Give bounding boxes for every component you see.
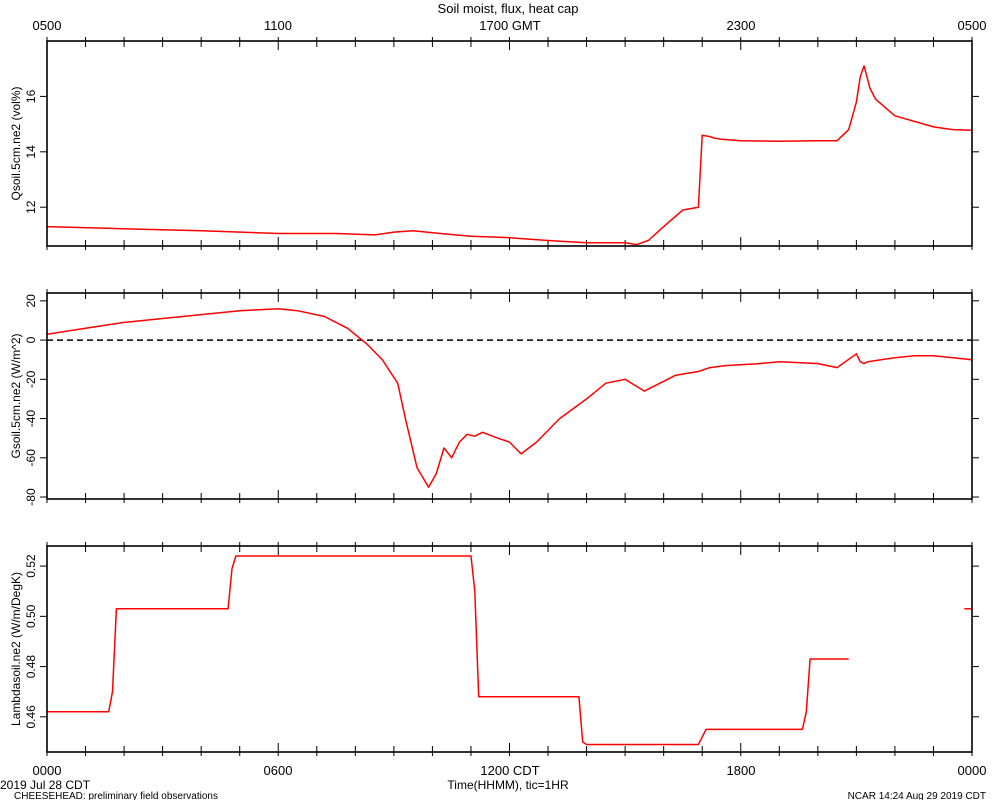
- y-tick-label: 12: [24, 200, 38, 214]
- top-axis-labels: 0500 1100 1700 GMT 2300 0500: [33, 18, 987, 33]
- y-tick-label: 20: [24, 294, 38, 308]
- series-line: [46, 307, 973, 488]
- bottom-tick-label: 1200 CDT: [480, 763, 539, 778]
- y-tick-label: 14: [24, 145, 38, 159]
- y-tick-label: 0: [24, 336, 38, 343]
- y-axis-label: Qsoil.5cm.ne2 (vol%): [9, 86, 23, 200]
- plot-frame: [46, 292, 973, 500]
- y-tick-label: -60: [24, 449, 38, 467]
- y-tick-label: 0.46: [24, 705, 38, 729]
- y-tick-label: 16: [24, 89, 38, 103]
- top-tick-label: 0500: [33, 18, 62, 33]
- top-tick-label: 0500: [958, 18, 987, 33]
- bottom-tick-label: 0000: [958, 763, 987, 778]
- y-axis-label: Lambdasoil.ne2 (W/m/DegK): [9, 572, 23, 726]
- top-tick-label: 1100: [264, 18, 292, 33]
- series-line: [46, 65, 973, 246]
- bottom-axis-labels: 0000 0600 1200 CDT 1800 0000: [33, 763, 987, 778]
- bottom-tick-label: 1800: [727, 763, 756, 778]
- y-tick-label: -40: [24, 410, 38, 428]
- x-axis-date: 2019 Jul 28 CDT: [0, 778, 91, 792]
- y-tick-label: 0.50: [24, 604, 38, 628]
- chart-panel: -80 -60 -40 -20 0 20 Gsoil.5cm.ne2 (W/m^2): [9, 289, 979, 506]
- y-tick-label: 0.52: [24, 554, 38, 578]
- top-tick-label: 2300: [727, 18, 756, 33]
- chart-title: Soil moist, flux, heat cap: [438, 1, 579, 16]
- x-axis-label: Time(HHMM), tic=1HR: [447, 778, 569, 792]
- plot-frame: [46, 545, 973, 753]
- series-line: [47, 555, 849, 746]
- y-tick-label: 0.48: [24, 655, 38, 679]
- bottom-tick-label: 0000: [33, 763, 62, 778]
- bottom-tick-label: 0600: [264, 763, 293, 778]
- top-tick-label: 1700 GMT: [479, 18, 540, 33]
- y-axis-label: Gsoil.5cm.ne2 (W/m^2): [9, 334, 23, 459]
- y-tick-label: -80: [24, 488, 38, 506]
- footer-left: CHEESEHEAD: preliminary field observatio…: [14, 791, 218, 800]
- plot-frame: [46, 40, 973, 247]
- footer-right: NCAR 14:24 Aug 29 2019 CDT: [848, 791, 986, 800]
- y-tick-label: -20: [24, 370, 38, 388]
